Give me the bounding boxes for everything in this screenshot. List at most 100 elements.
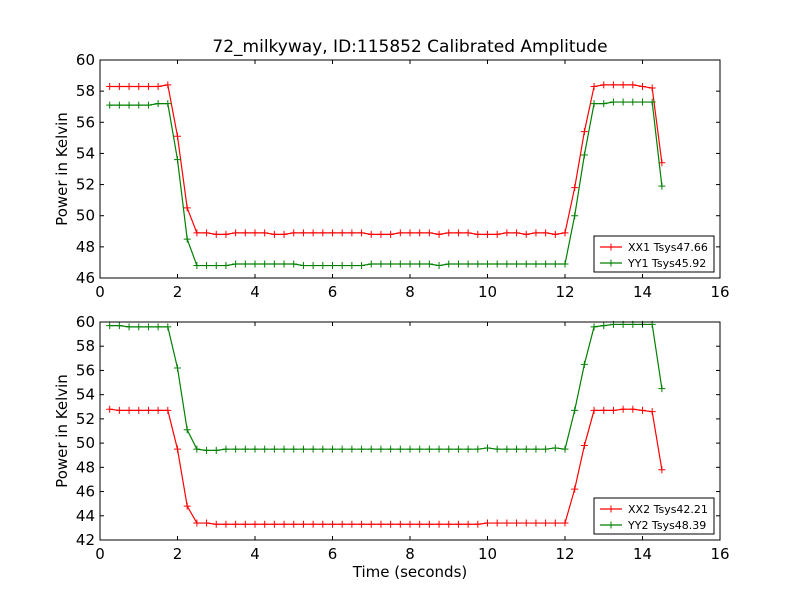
- data-point: [183, 235, 191, 243]
- x-axis-label: Time (seconds): [352, 563, 468, 581]
- data-point: [435, 230, 443, 238]
- data-point: [629, 405, 637, 413]
- data-point: [183, 502, 191, 510]
- data-point: [251, 260, 259, 268]
- data-point: [503, 229, 511, 237]
- data-point: [600, 406, 608, 414]
- y-tick-label: 58: [76, 337, 95, 355]
- data-point: [619, 405, 627, 413]
- data-point: [319, 262, 327, 270]
- data-point: [561, 260, 569, 268]
- data-point: [329, 520, 336, 528]
- data-point: [348, 262, 356, 270]
- y-tick-label: 54: [76, 144, 95, 162]
- data-point: [106, 82, 114, 90]
- data-point: [474, 445, 482, 453]
- data-point: [348, 520, 356, 528]
- data-point: [348, 229, 356, 237]
- x-tick-label: 14: [633, 283, 652, 301]
- y-tick-label: 52: [76, 410, 95, 428]
- data-point: [561, 229, 569, 237]
- data-point: [174, 364, 181, 372]
- data-point: [551, 260, 559, 268]
- data-point: [270, 230, 278, 238]
- data-point: [270, 260, 278, 268]
- y-tick-label: 48: [76, 238, 95, 256]
- data-point: [464, 229, 472, 237]
- x-tick-label: 10: [478, 283, 497, 301]
- data-point: [232, 445, 240, 453]
- legend-marker: [607, 505, 615, 513]
- data-point: [135, 323, 143, 331]
- data-point: [299, 262, 307, 270]
- data-point: [232, 260, 240, 268]
- data-point: [367, 230, 375, 238]
- data-point: [425, 520, 433, 528]
- data-point: [416, 260, 424, 268]
- data-point: [203, 229, 211, 237]
- x-tick-label: 12: [555, 283, 574, 301]
- data-point: [425, 229, 433, 237]
- data-point: [261, 260, 269, 268]
- data-point: [241, 229, 249, 237]
- data-point: [416, 229, 424, 237]
- data-point: [464, 520, 472, 528]
- data-point: [464, 445, 472, 453]
- data-point: [125, 406, 133, 414]
- data-point: [571, 406, 579, 414]
- series-line-2: [109, 323, 663, 451]
- data-point: [425, 445, 433, 453]
- data-point: [174, 156, 181, 164]
- y-tick-label: 50: [76, 207, 95, 225]
- data-point: [454, 520, 462, 528]
- data-point: [106, 322, 114, 330]
- data-point: [193, 262, 201, 270]
- data-point: [358, 445, 366, 453]
- data-point: [580, 442, 588, 450]
- data-point: [406, 229, 414, 237]
- data-point: [251, 445, 259, 453]
- data-point: [522, 445, 530, 453]
- data-point: [590, 406, 598, 414]
- data-point: [629, 81, 637, 89]
- data-point: [551, 444, 559, 452]
- data-point: [522, 230, 530, 238]
- data-point: [241, 445, 249, 453]
- data-point: [144, 82, 152, 90]
- data-point: [144, 101, 152, 109]
- data-point: [299, 520, 307, 528]
- data-point: [115, 322, 123, 330]
- data-point: [609, 81, 617, 89]
- data-point: [261, 520, 269, 528]
- data-point: [590, 323, 598, 331]
- data-point: [435, 520, 443, 528]
- data-point: [299, 445, 307, 453]
- data-point: [551, 519, 559, 527]
- data-point: [212, 446, 220, 454]
- data-point: [222, 520, 230, 528]
- data-point: [290, 445, 298, 453]
- data-point: [609, 406, 617, 414]
- data-point: [445, 229, 453, 237]
- data-point: [222, 230, 230, 238]
- data-point: [454, 445, 462, 453]
- data-point: [445, 445, 453, 453]
- data-point: [164, 323, 172, 331]
- data-point: [387, 260, 395, 268]
- data-point: [280, 230, 288, 238]
- data-point: [503, 519, 511, 527]
- x-tick-label: 4: [250, 283, 260, 301]
- data-point: [222, 445, 230, 453]
- data-point: [425, 260, 433, 268]
- y-tick-label: 48: [76, 458, 95, 476]
- data-point: [338, 445, 346, 453]
- data-point: [513, 229, 521, 237]
- data-point: [261, 445, 269, 453]
- data-point: [551, 230, 559, 238]
- y-tick-label: 46: [76, 483, 95, 501]
- data-point: [435, 262, 443, 270]
- data-point: [241, 520, 249, 528]
- x-tick-label: 6: [328, 545, 338, 563]
- data-point: [406, 445, 414, 453]
